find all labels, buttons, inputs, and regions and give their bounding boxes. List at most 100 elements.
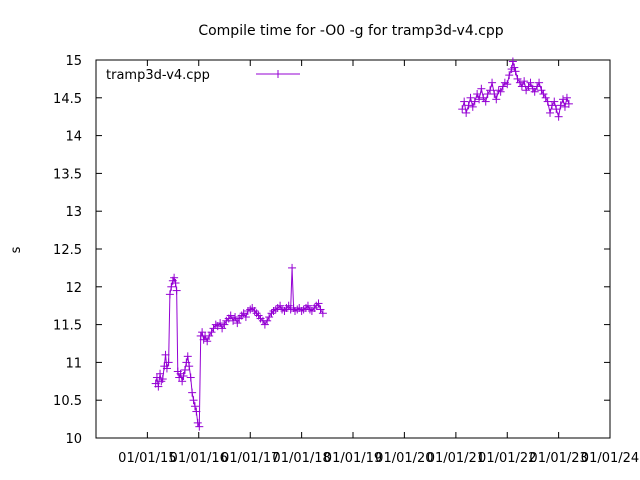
series-segment — [549, 105, 553, 114]
series-segment — [204, 335, 208, 342]
series-segment — [296, 307, 300, 310]
series-segment — [258, 315, 261, 319]
series-segment — [206, 335, 210, 342]
series-segment — [225, 318, 230, 322]
y-tick-label: 14 — [65, 130, 82, 145]
series-segment — [256, 312, 259, 316]
series-segment — [558, 105, 562, 117]
series-segment — [564, 97, 568, 107]
series-segment — [208, 331, 212, 337]
series-segment — [291, 267, 295, 308]
series-segment — [489, 82, 493, 91]
series-segment — [268, 312, 272, 318]
series-segment — [170, 280, 174, 287]
series-segment — [165, 354, 168, 369]
series-segment — [309, 309, 313, 312]
x-tick-label: 01/01/23 — [529, 451, 587, 466]
series-segment — [468, 97, 472, 106]
series-segment — [513, 67, 517, 72]
series-segment — [193, 400, 196, 407]
series-segment — [311, 307, 315, 312]
series-segment — [303, 307, 307, 310]
series-segment — [160, 378, 164, 382]
series-segment — [512, 61, 515, 68]
series-segment — [191, 392, 195, 401]
series-segment — [271, 310, 274, 314]
series-segment — [476, 93, 480, 100]
x-tick-label: 01/01/16 — [170, 451, 228, 466]
series-segment — [180, 373, 183, 382]
x-tick-label: 01/01/24 — [581, 451, 639, 466]
series-segment — [264, 320, 268, 325]
series-segment — [551, 101, 555, 106]
series-segment — [534, 86, 538, 92]
y-tick-label: 15 — [65, 54, 82, 69]
series-segment — [532, 88, 536, 93]
series-segment — [474, 93, 478, 102]
series-segment — [168, 294, 171, 363]
series-segment — [195, 411, 199, 423]
series-segment — [515, 71, 519, 80]
series-segment — [238, 315, 243, 319]
series-segment — [273, 309, 277, 312]
y-tick-label: 12.5 — [53, 243, 82, 258]
x-axis: 01/01/1501/01/1601/01/1701/01/1801/01/19… — [118, 60, 639, 466]
series-segment — [279, 305, 283, 310]
series-segment — [219, 322, 223, 329]
series-segment — [188, 366, 192, 378]
plot-frame — [95, 59, 611, 439]
series-segment — [525, 86, 529, 91]
series-segment — [159, 373, 162, 382]
series-segment — [277, 305, 281, 309]
series-segment — [493, 93, 497, 100]
series-segment — [245, 310, 249, 318]
series-segment — [260, 318, 264, 322]
series-segment — [485, 93, 489, 102]
y-tick-label: 10.5 — [53, 394, 82, 409]
x-tick-label: 01/01/18 — [272, 451, 330, 466]
series-segment — [198, 335, 202, 427]
legend-label: tramp3d-v4.cpp — [106, 68, 210, 83]
series-segment — [560, 99, 564, 106]
series-segment — [221, 324, 225, 329]
series-segment — [230, 315, 234, 322]
series-segment — [232, 316, 236, 322]
x-tick-label: 01/01/19 — [324, 451, 382, 466]
series-segment — [528, 82, 531, 87]
x-tick-label: 01/01/22 — [478, 451, 536, 466]
series-segment — [480, 88, 484, 98]
series-segment — [555, 108, 560, 117]
series-segment — [461, 101, 465, 110]
series-segment — [553, 101, 557, 110]
series-segment — [506, 75, 510, 85]
x-tick-label: 01/01/17 — [221, 451, 279, 466]
series-segment — [228, 315, 232, 319]
y-tick-label: 14.5 — [53, 92, 82, 107]
legend: tramp3d-v4.cpp — [106, 68, 300, 83]
series-segment — [157, 373, 161, 387]
series-segment — [217, 322, 221, 327]
series-segment — [243, 313, 247, 318]
y-tick-label: 11 — [65, 356, 82, 371]
series-segment — [183, 369, 186, 377]
x-tick-label: 01/01/15 — [118, 451, 176, 466]
series-segment — [177, 371, 180, 378]
series-segment — [318, 303, 321, 310]
series-segment — [190, 377, 193, 393]
series-segment — [173, 277, 177, 284]
series-segment — [275, 307, 279, 310]
series-segment — [294, 309, 298, 312]
series-segment — [541, 90, 544, 95]
series-segment — [187, 356, 190, 367]
series-segment — [181, 375, 185, 382]
series-segment — [547, 101, 551, 114]
series-segment — [523, 81, 527, 91]
series-segment — [215, 324, 219, 327]
y-tick-label: 10 — [65, 432, 82, 447]
series-segment — [536, 82, 540, 87]
y-axis-label: s — [9, 246, 24, 253]
series-segment — [223, 320, 227, 325]
y-tick-label: 11.5 — [53, 319, 82, 334]
series-segment — [211, 328, 214, 333]
